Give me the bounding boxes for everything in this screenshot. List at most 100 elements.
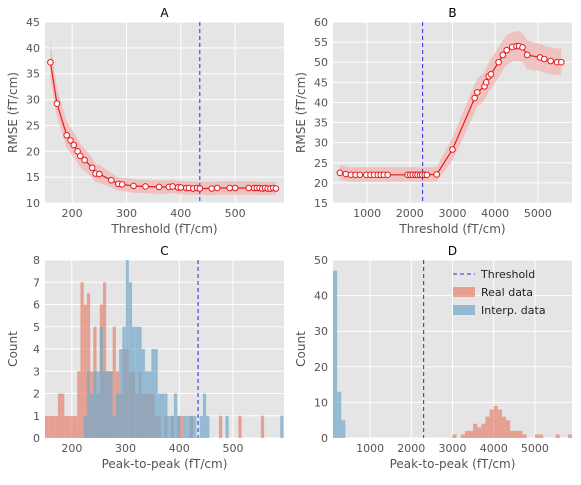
data-point (272, 185, 280, 192)
data-point (130, 182, 137, 190)
data-point (53, 100, 61, 108)
real-data-bar (112, 326, 116, 438)
data-point (63, 131, 71, 139)
real-data-bar (452, 434, 457, 438)
interp-data-bar (135, 326, 139, 438)
y-tick-label: 4 (33, 343, 40, 356)
data-point (208, 185, 216, 192)
y-tick-label: 45 (314, 76, 328, 89)
data-point (433, 171, 441, 178)
x-tick-label: 300 (115, 442, 136, 455)
real-data-bar (48, 415, 52, 438)
interp-data-bar (122, 326, 126, 438)
data-point (547, 57, 554, 65)
real-data-bar (485, 416, 490, 438)
data-point (213, 184, 221, 192)
interp-data-bar (333, 270, 338, 438)
data-point (384, 171, 391, 179)
real-data-bar (45, 415, 49, 438)
real-data-bar (514, 430, 519, 438)
real-data-bar (518, 430, 523, 438)
x-tick-label: 2000 (396, 207, 424, 220)
data-point (540, 55, 548, 63)
x-axis-label: Threshold (fT/cm) (110, 222, 217, 236)
y-tick-label: 15 (26, 171, 40, 184)
y-tick-label: 30 (26, 94, 40, 107)
interp-data-bar (109, 371, 113, 438)
data-point (226, 184, 233, 192)
real-data-bar (539, 434, 544, 438)
interp-data-bar (161, 393, 165, 438)
y-tick-label: 0 (33, 432, 40, 445)
interp-data-bar (138, 326, 142, 438)
data-point (81, 156, 88, 164)
data-point (473, 89, 481, 96)
interp-data-bar (148, 371, 152, 438)
real-data-bar (80, 282, 84, 438)
y-tick-label: 20 (26, 145, 40, 158)
real-data-bar (77, 371, 81, 438)
x-tick-label: 200 (61, 442, 82, 455)
panel-d: 1000 2000 3000 4000 5000 0 10 20 30 40 50 D Peak-to-… (294, 244, 572, 471)
interp-data-bar (115, 393, 120, 438)
y-tick-label: 8 (33, 254, 40, 267)
interp-data-bar (341, 420, 346, 438)
interp-data-bar (157, 393, 162, 438)
data-point (519, 44, 526, 51)
data-point (487, 70, 495, 78)
y-tick-label: 40 (26, 42, 40, 55)
x-tick-label: 5000 (524, 207, 552, 220)
real-data-bar (86, 293, 91, 438)
x-tick-label: 400 (170, 207, 191, 220)
y-tick-label: 0 (321, 432, 328, 445)
y-tick-label: 35 (26, 68, 40, 81)
real-data-bar (506, 420, 511, 438)
data-point (356, 171, 364, 179)
x-axis-label: Peak-to-peak (fT/cm) (102, 457, 228, 471)
data-point (77, 152, 84, 160)
y-axis-label: RMSE (fT/cm) (294, 72, 308, 153)
x-tick-label: 500 (225, 207, 246, 220)
interp-data-bar (128, 282, 133, 438)
real-data-bar (497, 409, 502, 438)
real-data-bar (477, 427, 482, 438)
data-point (196, 185, 204, 192)
plot-background (45, 22, 284, 203)
y-tick-label: 50 (314, 254, 328, 267)
interp-data-bar (177, 415, 181, 438)
interp-data-bar (186, 415, 191, 438)
y-tick-label: 7 (33, 276, 40, 289)
interp-data-bar (106, 371, 110, 438)
real-data-bar (51, 415, 55, 438)
data-point (495, 58, 502, 66)
legend-label: Threshold (480, 268, 535, 281)
panel-title: D (448, 244, 457, 258)
interp-data-bar (96, 371, 100, 438)
y-tick-label: 10 (26, 197, 40, 210)
y-tick-label: 40 (314, 290, 328, 303)
interp-data-bar (190, 415, 194, 438)
data-point (482, 79, 490, 86)
legend-label: Interp. data (481, 304, 546, 317)
data-point (423, 171, 431, 179)
panel-c: 200 300 400 500 0 1 2 3 4 5 6 7 8 C Peak-to-peak (fT/c… (6, 244, 284, 471)
data-point (155, 183, 163, 191)
interp-data-bar (144, 371, 149, 438)
data-point (558, 58, 565, 66)
y-tick-label: 60 (314, 16, 328, 29)
data-point (169, 183, 176, 190)
real-data-bar (61, 393, 65, 438)
legend-swatch-real (453, 287, 475, 297)
real-data-bar (260, 415, 265, 438)
interp-data-bar (119, 349, 123, 438)
y-tick-label: 5 (33, 321, 40, 334)
x-axis-label: Peak-to-peak (fT/cm) (390, 457, 516, 471)
interp-data-bar (199, 415, 203, 438)
y-axis-label: Count (294, 331, 308, 367)
legend-label: Real data (481, 286, 533, 299)
panel-b: 1000 2000 3000 4000 5000 15 20 25 30 35 40 45 50 55 60… (294, 6, 572, 236)
data-point (499, 51, 507, 59)
x-tick-label: 200 (62, 207, 83, 220)
panel-title: A (160, 6, 169, 20)
interp-data-bar (202, 393, 207, 438)
